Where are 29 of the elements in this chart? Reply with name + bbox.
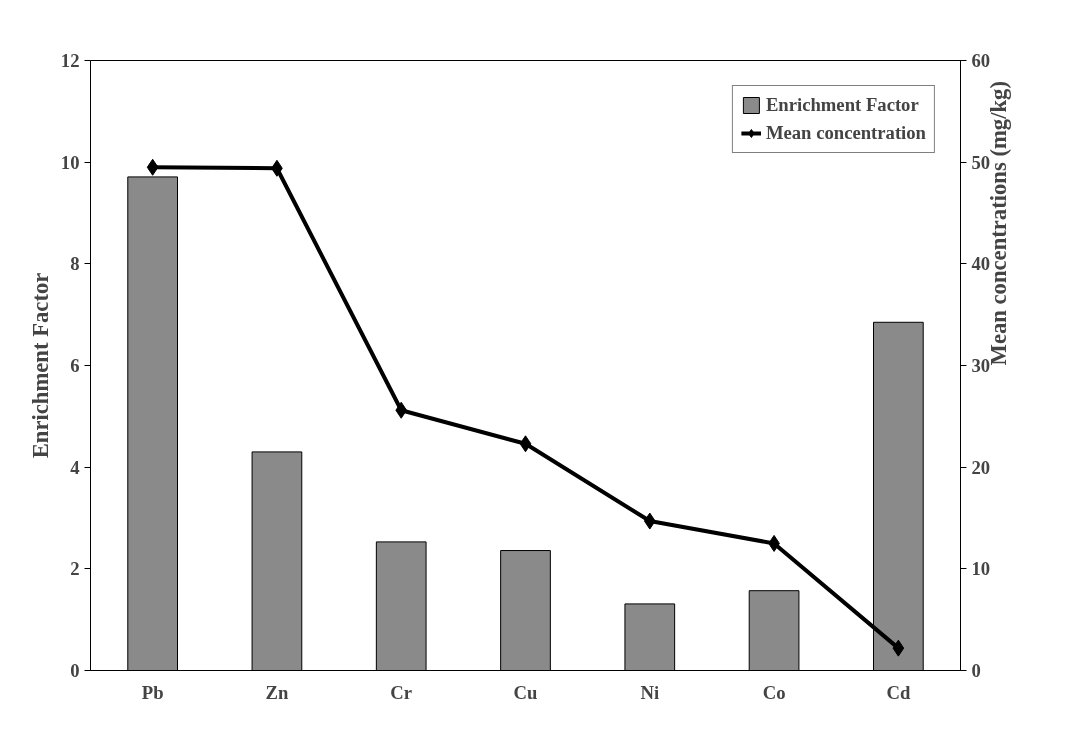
y-tick-label: 2 <box>70 558 80 580</box>
y2-tick-label: 50 <box>971 151 991 173</box>
y-tick-label: 12 <box>60 50 80 71</box>
point <box>146 158 159 176</box>
y2-tick-label: 0 <box>971 660 981 681</box>
point <box>519 435 532 453</box>
y2-tick-label: 40 <box>971 253 991 275</box>
y-axis-title: Enrichment Factor <box>27 272 53 459</box>
y-tick-label: 8 <box>70 253 80 275</box>
y-tick-label: 6 <box>70 355 80 376</box>
x-tick-label: Zn <box>265 681 289 703</box>
point <box>892 639 905 657</box>
x-tick-label: Cu <box>513 681 538 703</box>
y-tick-label: 10 <box>60 151 80 173</box>
legend-label: Mean concentration <box>765 122 926 144</box>
y2-tick-label: 30 <box>971 355 991 376</box>
x-tick-label: Co <box>762 681 786 703</box>
x-tick-label: Pb <box>141 681 164 703</box>
x-tick-label: Cd <box>886 681 911 703</box>
legend-label: Enrichment Factor <box>765 94 919 116</box>
x-tick-label: Ni <box>640 681 660 703</box>
y-tick-label: 4 <box>70 456 80 478</box>
y2-tick-label: 20 <box>971 456 991 478</box>
y2-tick-label: 60 <box>971 50 991 71</box>
y2-tick-label: 10 <box>971 558 991 580</box>
point <box>395 401 408 419</box>
y-tick-label: 0 <box>70 660 80 681</box>
x-tick-label: Cr <box>390 681 413 703</box>
point <box>643 512 656 530</box>
